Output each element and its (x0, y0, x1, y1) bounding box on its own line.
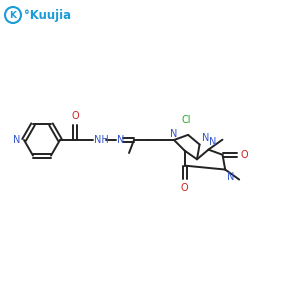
Text: O: O (71, 111, 79, 121)
Text: O: O (181, 183, 188, 193)
Text: Cl: Cl (181, 115, 191, 125)
Text: NH: NH (94, 135, 109, 145)
Text: N: N (202, 133, 209, 142)
Text: N: N (13, 135, 20, 145)
Text: N: N (209, 136, 217, 147)
Text: O: O (241, 150, 248, 160)
Text: N: N (227, 172, 235, 182)
Text: K: K (10, 11, 16, 20)
Text: N: N (170, 129, 178, 139)
Text: °Kuujia: °Kuujia (24, 8, 71, 22)
Text: N: N (117, 135, 124, 145)
